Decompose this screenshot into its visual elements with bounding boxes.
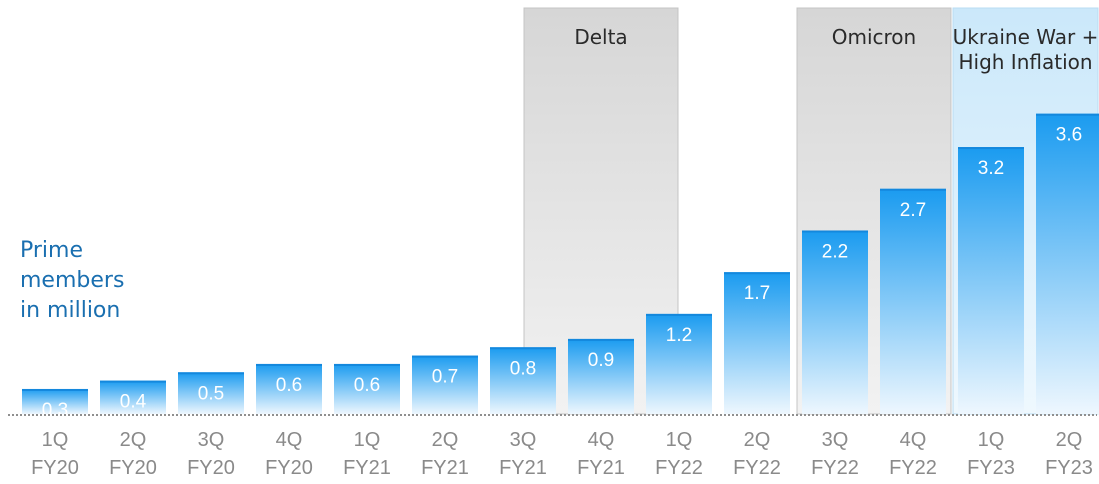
bar (178, 372, 244, 414)
bar-value-label: 0.4 (120, 392, 147, 413)
bar (100, 380, 166, 414)
bar (490, 347, 556, 414)
x-tick-label: 2Q (744, 429, 771, 451)
bar-value-label: 0.6 (276, 375, 302, 396)
x-tick-label: FY21 (343, 457, 391, 479)
x-tick-label: FY21 (577, 457, 625, 479)
x-tick-label: FY21 (499, 457, 547, 479)
bar-value-label: 0.7 (432, 367, 458, 388)
bar-value-label: 2.7 (900, 200, 926, 221)
bar-top-edge (412, 355, 478, 358)
bar-top-edge (958, 147, 1024, 150)
bar (256, 363, 322, 414)
y-axis-label-line: in million (20, 298, 121, 323)
bar-value-label: 1.7 (744, 283, 770, 304)
bar-top-edge (256, 363, 322, 366)
bar (568, 338, 634, 414)
x-tick-label: 4Q (900, 429, 927, 451)
x-tick-label: FY20 (187, 457, 235, 479)
x-tick-label: FY22 (655, 457, 703, 479)
x-tick-label: 2Q (432, 429, 459, 451)
bar-value-label: 0.3 (42, 400, 68, 421)
bar-top-edge (22, 388, 88, 391)
bar (22, 388, 88, 414)
x-tick-label: 1Q (666, 429, 693, 451)
annotation-label: Omicron (832, 25, 916, 49)
bar (880, 188, 946, 414)
x-tick-label: 4Q (588, 429, 615, 451)
axis-layer: 1Q FY20 2Q FY20 3Q FY20 4Q FY20 1Q FY21 2Q FY21 3Q FY… (8, 414, 1097, 479)
bar-top-edge (646, 313, 712, 316)
x-tick-label: FY20 (31, 457, 79, 479)
bar-top-edge (100, 380, 166, 383)
bar-value-label: 3.6 (1056, 125, 1082, 146)
y-axis-label-line: members (20, 268, 125, 293)
x-tick-label: 1Q (354, 429, 381, 451)
bar-top-edge (334, 363, 400, 366)
bar (1036, 113, 1099, 415)
x-tick-label: FY23 (1045, 457, 1093, 479)
x-tick-label: FY20 (265, 457, 313, 479)
x-tick-label: 4Q (276, 429, 303, 451)
bar-top-edge (880, 188, 946, 191)
x-tick-label: FY22 (811, 457, 859, 479)
y-axis-label-line: Prime (20, 238, 84, 263)
bar (334, 363, 400, 414)
bar-value-label: 1.2 (666, 325, 692, 346)
bar (802, 230, 868, 414)
x-tick-label: 3Q (510, 429, 537, 451)
bar-top-edge (724, 272, 790, 275)
bar-top-edge (1036, 113, 1099, 116)
x-tick-label: FY22 (889, 457, 937, 479)
bar-value-label: 3.2 (978, 158, 1004, 179)
x-tick-label: 1Q (978, 429, 1005, 451)
x-tick-label: FY20 (109, 457, 157, 479)
bar (724, 272, 790, 414)
bar-top-edge (490, 347, 556, 350)
annotation-label: High Inflation (958, 50, 1092, 74)
x-tick-label: FY22 (733, 457, 781, 479)
bar-layer: 0.3 0.4 0.5 0.6 0.6 0.7 0.8 0.9 1.2 1.7 2.2 2.7 3.2 3… (22, 113, 1099, 421)
bar-value-label: 0.9 (588, 350, 614, 371)
x-tick-label: 2Q (1056, 429, 1083, 451)
x-tick-label: 2Q (120, 429, 147, 451)
x-tick-label: 3Q (198, 429, 225, 451)
bar-top-edge (568, 338, 634, 341)
bar (958, 147, 1024, 414)
bar (646, 313, 712, 414)
bar-top-edge (802, 230, 868, 233)
x-tick-label: FY21 (421, 457, 469, 479)
bar (412, 355, 478, 414)
bar-value-label: 0.6 (354, 375, 380, 396)
x-tick-label: FY23 (967, 457, 1015, 479)
annotation-label: Delta (574, 25, 627, 49)
annotation-label: Ukraine War + (953, 25, 1099, 49)
bar-value-label: 0.5 (198, 383, 224, 404)
x-tick-label: 3Q (822, 429, 849, 451)
y-axis-label: Prime members in million (20, 236, 124, 326)
bar-value-label: 2.2 (822, 241, 848, 262)
bar-value-label: 0.8 (510, 358, 536, 379)
bar-top-edge (178, 372, 244, 375)
x-tick-label: 1Q (42, 429, 69, 451)
